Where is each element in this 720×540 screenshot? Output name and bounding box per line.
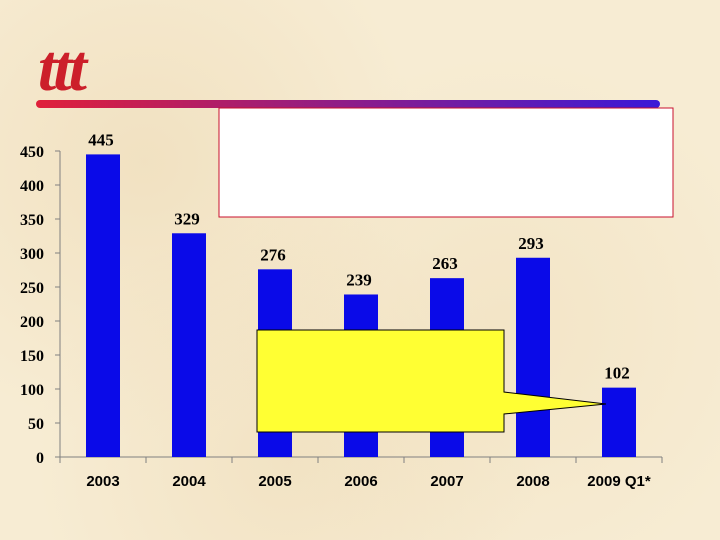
data-labels: 445 329 276 239 263 293 102 bbox=[88, 130, 630, 382]
x-tick-label: 2009 Q1* bbox=[587, 473, 651, 490]
x-tick-label: 2008 bbox=[516, 473, 549, 490]
x-axis bbox=[59, 456, 663, 463]
annotation-box bbox=[218, 107, 674, 218]
x-tick-labels: 2003 2004 2005 2006 2007 2008 2009 Q1* bbox=[86, 473, 651, 490]
x-tick-label: 2007 bbox=[430, 473, 463, 490]
data-label: 263 bbox=[432, 254, 458, 273]
data-label: 276 bbox=[260, 245, 286, 264]
header-rule bbox=[36, 100, 660, 108]
y-axis: 0 50 100 150 200 250 300 350 400 450 bbox=[20, 144, 61, 467]
x-tick-label: 2006 bbox=[344, 473, 377, 490]
data-label: 445 bbox=[88, 130, 114, 149]
x-tick-label: 2004 bbox=[172, 473, 206, 490]
bar-2008 bbox=[516, 257, 550, 457]
bar-2003 bbox=[86, 154, 120, 457]
y-tick-label: 250 bbox=[20, 280, 44, 297]
y-tick-label: 400 bbox=[20, 178, 44, 195]
y-tick-label: 150 bbox=[20, 348, 44, 365]
y-tick-label: 200 bbox=[20, 314, 44, 331]
y-tick-label: 100 bbox=[20, 382, 44, 399]
callout-box bbox=[256, 329, 607, 433]
y-tick-label: 50 bbox=[28, 416, 44, 433]
company-logo: ttt bbox=[38, 32, 89, 105]
data-label: 102 bbox=[604, 364, 630, 383]
y-tick-label: 300 bbox=[20, 246, 44, 263]
data-label: 293 bbox=[518, 234, 544, 253]
y-tick-label: 450 bbox=[20, 144, 44, 161]
y-tick-label: 350 bbox=[20, 212, 44, 229]
x-tick-label: 2003 bbox=[86, 473, 119, 490]
bar-2004 bbox=[172, 233, 206, 457]
bar-2009-q1- bbox=[602, 387, 636, 457]
y-tick-label: 0 bbox=[36, 450, 44, 467]
x-tick-label: 2005 bbox=[258, 473, 291, 490]
data-label: 239 bbox=[346, 270, 372, 289]
data-label: 329 bbox=[174, 209, 200, 228]
